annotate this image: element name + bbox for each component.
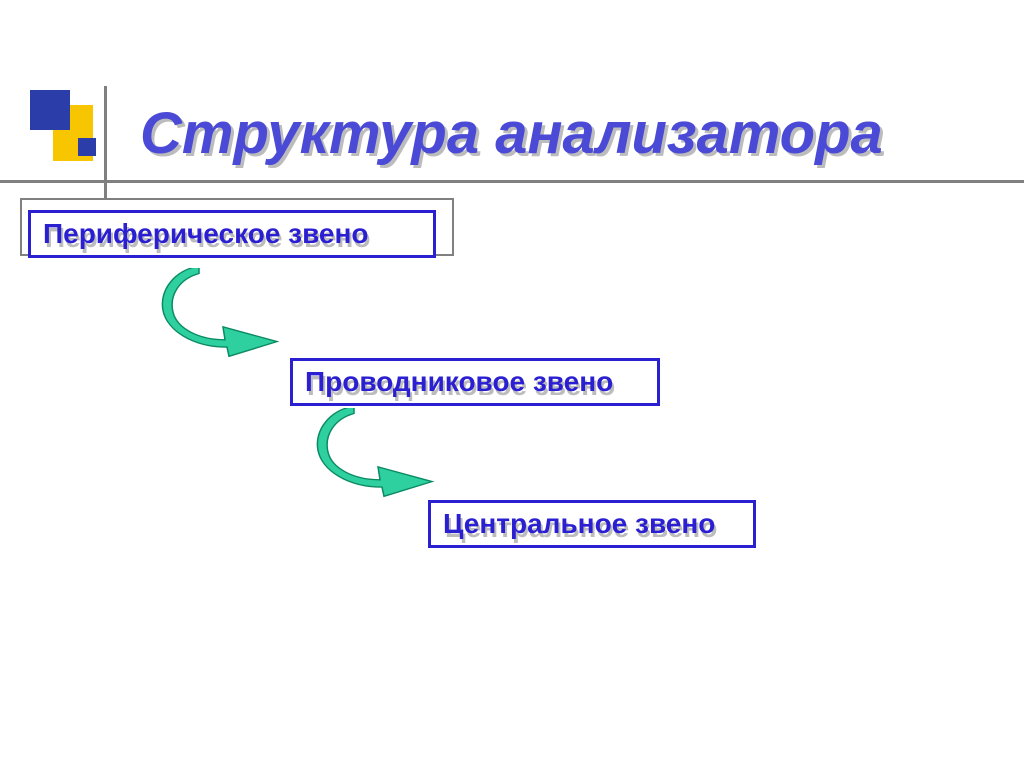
box-conductor: Проводниковое звено Проводниковое звено	[290, 358, 660, 406]
horizontal-rule	[0, 180, 1024, 183]
box-peripheral: Периферическое звено Периферическое звен…	[28, 210, 436, 258]
box-central-label: Центральное звено	[443, 508, 715, 540]
box-peripheral-label: Периферическое звено	[43, 218, 369, 250]
slide-title: Структура анализатора	[140, 100, 883, 167]
box-central: Центральное звено Центральное звено	[428, 500, 756, 548]
deco-blue-square-2	[78, 138, 96, 156]
box-conductor-label: Проводниковое звено	[305, 366, 613, 398]
arrow-2	[310, 408, 440, 498]
arrow-1	[155, 268, 285, 358]
deco-blue-square-1	[30, 90, 70, 130]
slide: Структура анализатора Структура анализат…	[0, 0, 1024, 767]
